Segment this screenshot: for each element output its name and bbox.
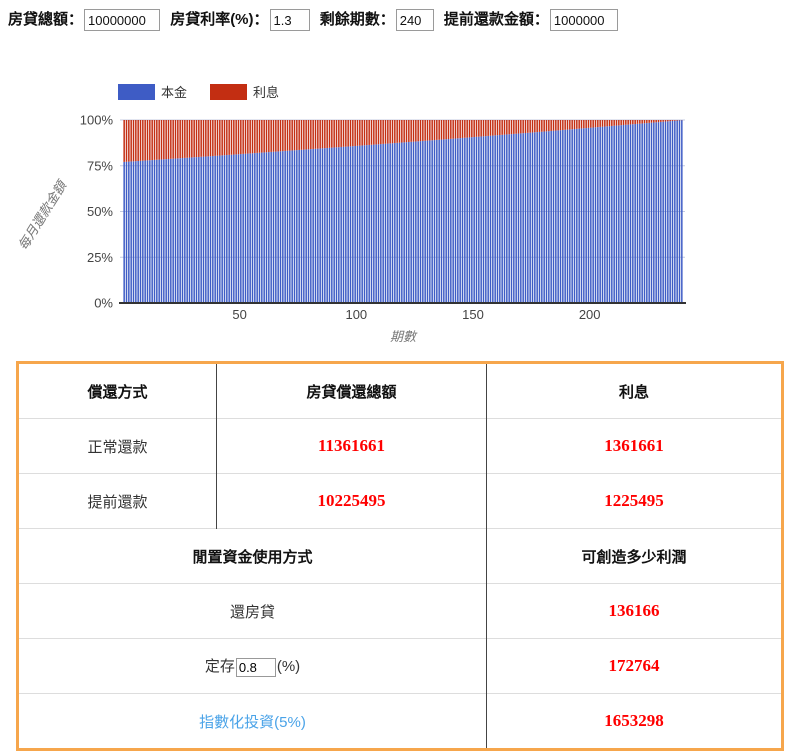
table-row-normal-repay: 正常還款 11361661 1361661 — [17, 418, 783, 474]
pay-mortgage-label: 還房貸 — [17, 583, 487, 639]
early-repay-interest: 1225495 — [486, 473, 783, 529]
repayment-result-table: 償還方式 房貸償還總額 利息 正常還款 11361661 1361661 提前還… — [16, 361, 784, 751]
loan-total-label: 房貸總額： — [8, 11, 84, 28]
svg-text:150: 150 — [462, 307, 484, 322]
loan-rate-label: 房貸利率(%)： — [170, 11, 269, 28]
header-profit: 可創造多少利潤 — [486, 528, 783, 584]
legend-swatch-principal — [118, 84, 155, 100]
fixed-deposit-label: 定存 — [204, 658, 235, 676]
legend-label-interest: 利息 — [253, 85, 279, 100]
y-axis-tick-labels: 0% 25% 50% 75% 100% — [80, 113, 114, 311]
prepay-amount-input[interactable] — [549, 9, 618, 32]
index-invest-link[interactable]: 指數化投資(5%) — [199, 713, 306, 731]
svg-text:100%: 100% — [80, 113, 114, 128]
svg-text:75%: 75% — [87, 158, 113, 173]
svg-text:0%: 0% — [94, 296, 113, 311]
header-idle-funds-usage: 閒置資金使用方式 — [17, 528, 487, 584]
remaining-periods-label: 剩餘期數： — [319, 11, 395, 28]
y-axis-title: 每月還款金額 — [15, 177, 70, 253]
index-invest-cell: 指數化投資(5%) — [17, 693, 487, 750]
normal-repay-total: 11361661 — [216, 418, 487, 474]
svg-text:200: 200 — [579, 307, 601, 322]
svg-text:50%: 50% — [87, 204, 113, 219]
early-repay-label: 提前還款 — [17, 473, 217, 529]
svg-text:25%: 25% — [87, 250, 113, 265]
table-row-index-invest: 指數化投資(5%) 1653298 — [17, 693, 783, 750]
deposit-rate-input[interactable] — [235, 657, 276, 677]
header-repay-method: 償還方式 — [17, 362, 217, 419]
x-axis-tick-labels: 50 100 150 200 — [232, 307, 600, 322]
legend-swatch-interest — [210, 84, 247, 100]
table-row-early-repay: 提前還款 10225495 1225495 — [17, 473, 783, 529]
fixed-deposit-cell: 定存 (%) — [17, 638, 487, 694]
header-interest: 利息 — [618, 383, 649, 401]
svg-text:100: 100 — [345, 307, 367, 322]
table-header-row-1: 償還方式 房貸償還總額 利息 — [17, 362, 783, 419]
stacked-bars — [123, 120, 683, 304]
payment-composition-chart: 0% 25% 50% 75% 100% 50 100 150 200 每月還款金額期數 本金 利息 — [0, 60, 799, 360]
svg-text:50: 50 — [232, 307, 246, 322]
index-invest-profit: 1653298 — [486, 693, 783, 750]
fixed-deposit-profit: 172764 — [486, 638, 783, 694]
remaining-periods-input[interactable] — [395, 9, 434, 32]
table-row-fixed-deposit: 定存 (%) 172764 — [17, 638, 783, 694]
loan-input-form: 房貸總額： 房貸利率(%)： 剩餘期數： 提前還款金額： — [8, 8, 624, 32]
table-header-row-2: 閒置資金使用方式 可創造多少利潤 — [17, 528, 783, 584]
early-repay-total: 10225495 — [216, 473, 487, 529]
loan-rate-input[interactable] — [269, 9, 310, 32]
pay-mortgage-profit: 136166 — [486, 583, 783, 639]
normal-repay-interest: 1361661 — [486, 418, 783, 474]
table-row-pay-mortgage: 還房貸 136166 — [17, 583, 783, 639]
chart-legend: 本金 利息 — [118, 84, 279, 100]
legend-label-principal: 本金 — [161, 85, 187, 100]
normal-repay-label: 正常還款 — [17, 418, 217, 474]
header-repay-total: 房貸償還總額 — [216, 362, 487, 419]
prepay-amount-label: 提前還款金額： — [443, 11, 549, 28]
fixed-deposit-unit: (%) — [276, 658, 301, 676]
x-axis-title: 期數 — [390, 329, 418, 344]
loan-total-input[interactable] — [84, 9, 161, 32]
